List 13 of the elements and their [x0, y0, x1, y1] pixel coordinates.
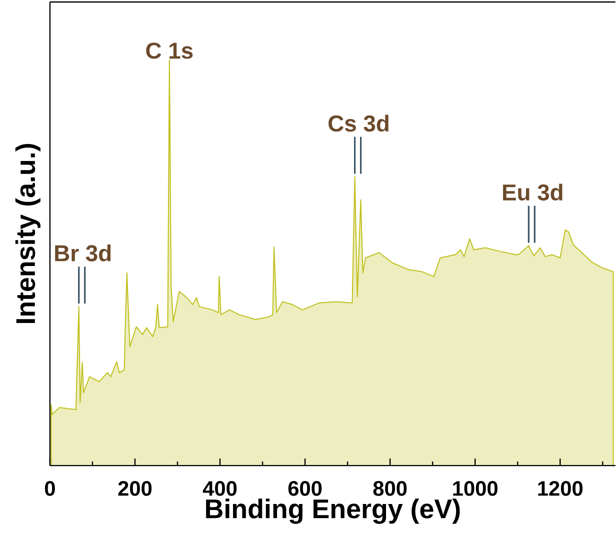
x-tick-label: 1000 [453, 480, 498, 496]
annotation: C 1s [146, 42, 193, 59]
annotation: Cs 3d [328, 114, 388, 132]
x-tick-label: 600 [288, 480, 322, 496]
x-tick-label: 1200 [538, 480, 583, 496]
x-tick-label: 800 [373, 480, 407, 496]
x-tick-label: 0 [44, 480, 55, 496]
annotation: Br 3d [55, 244, 111, 262]
x-axis-title: Binding Energy (eV) [206, 498, 460, 524]
x-tick-label: 400 [202, 480, 237, 496]
y-axis-title: Intensity (a.u.) [15, 144, 40, 323]
annotation: Eu 3d [503, 183, 562, 200]
x-tick-label: 200 [118, 480, 152, 496]
